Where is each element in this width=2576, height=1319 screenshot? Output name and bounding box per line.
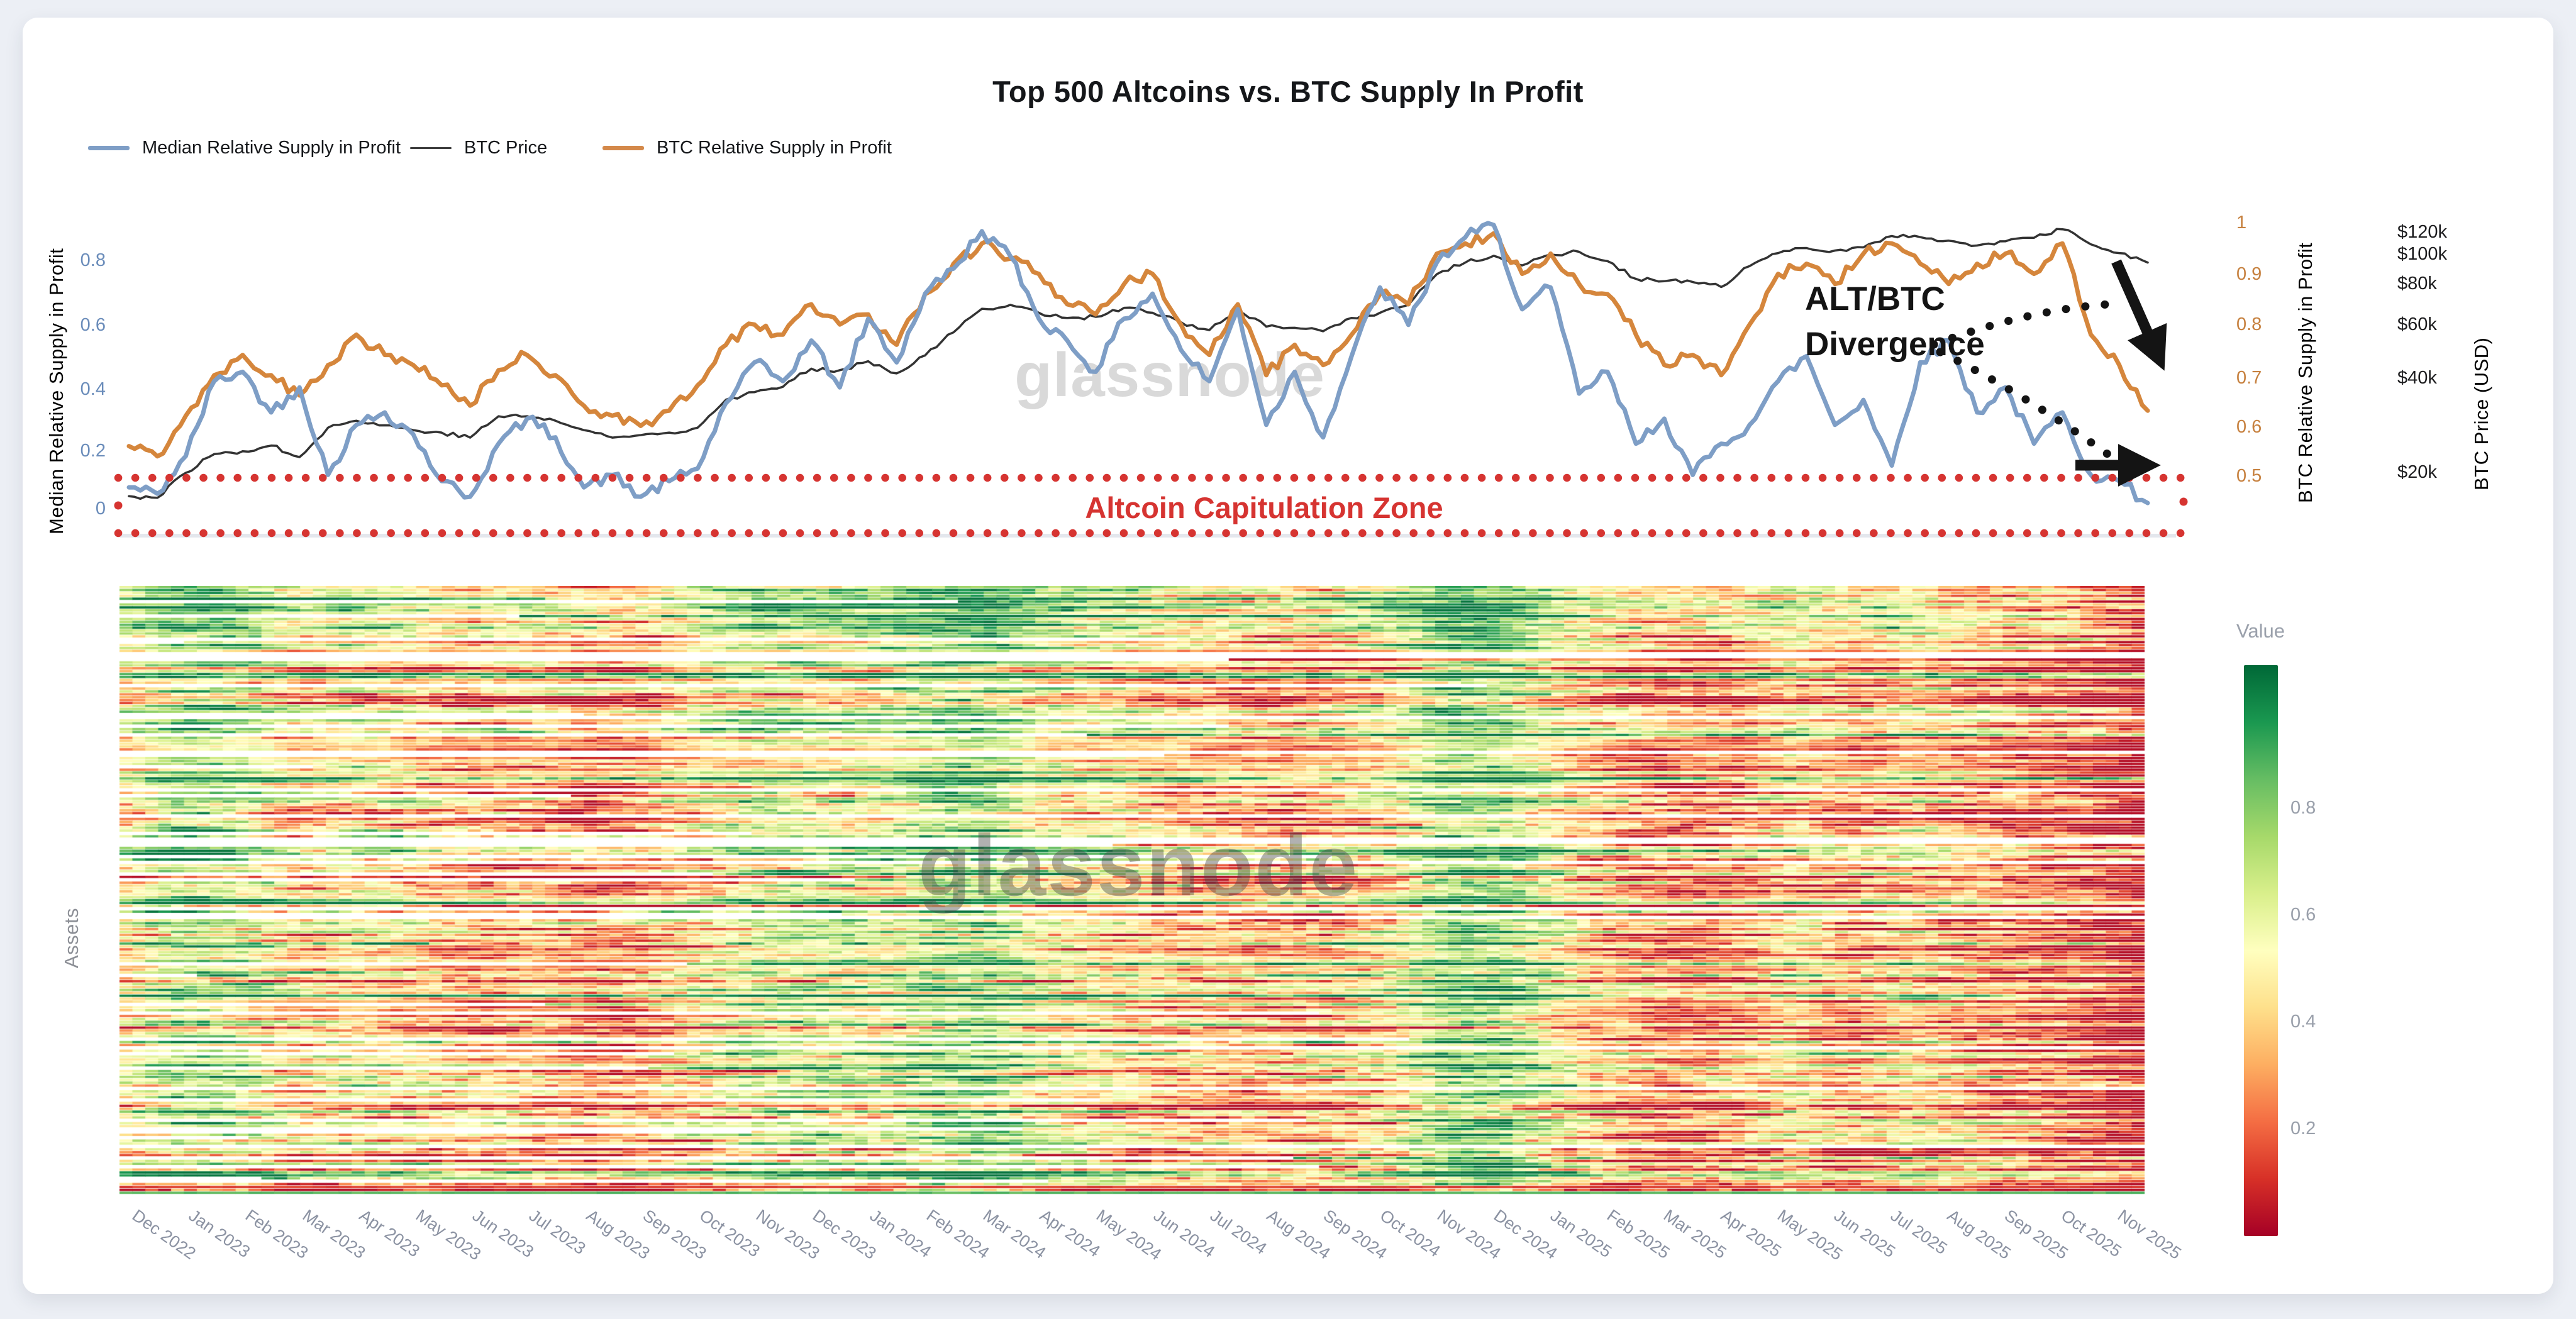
date-tick-label: Mar 2024 — [979, 1206, 1050, 1263]
line-series — [126, 221, 2150, 505]
down-arrow-icon — [2111, 259, 2167, 371]
axis-tick-label: 0.7 — [2236, 368, 2262, 388]
axis-tick-label: $80k — [2397, 273, 2437, 294]
divergence-annotation-line2: Divergence — [1805, 326, 1985, 363]
axis-tick-label: 0.4 — [80, 379, 106, 399]
date-tick-label: Sep 2023 — [639, 1206, 710, 1263]
date-tick-label: Feb 2024 — [923, 1206, 993, 1263]
legend-label: Median Relative Supply in Profit — [142, 137, 401, 158]
date-tick-label: Feb 2025 — [1603, 1206, 1674, 1263]
date-tick-label: Nov 2025 — [2114, 1206, 2185, 1263]
date-tick-label: Nov 2023 — [752, 1206, 823, 1263]
date-tick-label: Nov 2024 — [1433, 1206, 1504, 1263]
date-tick-label: Mar 2025 — [1660, 1206, 1730, 1263]
date-tick-label: Jul 2024 — [1206, 1206, 1270, 1259]
heatmap-y-axis-title: Assets — [60, 907, 82, 968]
date-tick-label: Aug 2024 — [1263, 1206, 1334, 1263]
capitulation-zone-label: Altcoin Capitulation Zone — [1085, 491, 1443, 524]
supply-in-profit-line-chart[interactable] — [94, 201, 2233, 556]
btc-price-axis-title: BTC Price (USD) — [2470, 337, 2492, 490]
capitulation-zone-border — [114, 473, 2199, 538]
axis-tick-label: 0.6 — [2290, 905, 2316, 925]
date-tick-label: Apr 2025 — [1717, 1206, 1785, 1261]
axis-tick-label: 0.6 — [2236, 417, 2262, 437]
date-tick-label: Apr 2024 — [1036, 1206, 1104, 1261]
date-tick-label: Apr 2023 — [355, 1206, 423, 1261]
date-tick-label: Jul 2023 — [526, 1206, 590, 1259]
btc-supply-axis-title: BTC Relative Supply in Profit — [2294, 242, 2316, 503]
axis-tick-label: $20k — [2397, 462, 2437, 482]
assets-heatmap[interactable] — [119, 586, 2145, 1195]
axis-tick-label: 0 — [95, 499, 106, 519]
btc-supply-line-swatch-icon — [602, 145, 644, 150]
colorbar-title: Value — [2236, 620, 2285, 642]
axis-tick-label: 0.4 — [2290, 1012, 2316, 1032]
line-series — [126, 231, 2150, 459]
axis-tick-label: $60k — [2397, 314, 2437, 334]
axis-tick-label: $100k — [2397, 244, 2448, 264]
axis-tick-label: $120k — [2397, 222, 2448, 242]
axis-tick-label: 0.8 — [2290, 798, 2316, 818]
median-supply-line-swatch-icon — [88, 145, 130, 150]
legend-label: BTC Relative Supply in Profit — [657, 137, 892, 158]
page-title: Top 500 Altcoins vs. BTC Supply In Profi… — [992, 75, 1584, 108]
divergence-dotted-paths — [1929, 299, 2123, 460]
line-series-group — [126, 221, 2150, 505]
date-tick-label: Jan 2024 — [866, 1206, 935, 1262]
date-tick-label: Jan 2025 — [1546, 1206, 1616, 1262]
date-tick-label: Jul 2025 — [1887, 1206, 1951, 1259]
date-tick-label: Dec 2023 — [809, 1206, 880, 1263]
btc-price-line-swatch-icon — [410, 146, 452, 149]
legend-item-btc-supply[interactable]: BTC Relative Supply in Profit — [602, 137, 892, 158]
glassnode-watermark: glassnode — [918, 817, 1359, 914]
axis-tick-label: 0.2 — [2290, 1118, 2316, 1139]
date-tick-label: Feb 2023 — [242, 1206, 312, 1263]
axis-tick-label: 0.5 — [2236, 466, 2262, 486]
axis-tick-label: 0.9 — [2236, 264, 2262, 284]
glassnode-watermark: glassnode — [1014, 340, 1325, 409]
date-tick-label: Oct 2024 — [1377, 1206, 1445, 1261]
axis-tick-label: $40k — [2397, 368, 2437, 388]
axis-tick-label: 0.8 — [2236, 314, 2262, 334]
date-tick-label: Jan 2023 — [185, 1206, 254, 1262]
date-tick-label: Dec 2022 — [128, 1206, 199, 1263]
date-tick-label: Mar 2023 — [299, 1206, 369, 1263]
date-tick-label: Sep 2024 — [1319, 1206, 1391, 1263]
axis-tick-label: 1 — [2236, 212, 2247, 233]
divergence-annotation: ALT/BTC Divergence — [1805, 277, 1985, 367]
date-tick-label: Sep 2025 — [2001, 1206, 2072, 1263]
axis-tick-label: 0.8 — [80, 250, 106, 270]
date-tick-label: Aug 2023 — [582, 1206, 653, 1263]
legend-label: BTC Price — [464, 137, 548, 158]
colorbar-gradient — [2244, 665, 2278, 1236]
date-tick-label: Dec 2024 — [1490, 1206, 1561, 1263]
legend-item-median-supply[interactable]: Median Relative Supply in Profit — [88, 137, 401, 158]
axis-tick-label: 0.6 — [80, 315, 106, 335]
axis-tick-label: 0.2 — [80, 441, 106, 461]
date-tick-label: Aug 2025 — [1944, 1206, 2015, 1263]
divergence-annotation-line1: ALT/BTC — [1805, 280, 1945, 317]
x-axis-date-labels: Dec 2022 Jan 2023 Feb 2023 Mar 2023 Apr 2023… — [0, 1206, 2576, 1313]
legend-item-btc-price[interactable]: BTC Price — [410, 137, 547, 158]
